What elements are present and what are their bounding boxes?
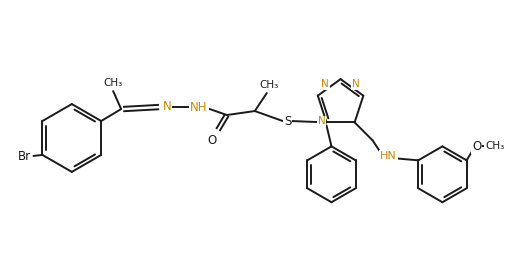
Text: O: O	[472, 140, 481, 153]
Text: HN: HN	[380, 151, 397, 161]
Text: N: N	[318, 116, 325, 126]
Text: O: O	[207, 134, 217, 147]
Text: S: S	[284, 114, 291, 127]
Text: CH₃: CH₃	[485, 141, 504, 151]
Text: N: N	[163, 100, 171, 113]
Text: NH: NH	[190, 101, 208, 114]
Text: N: N	[352, 79, 360, 89]
Text: CH₃: CH₃	[259, 80, 278, 90]
Text: N: N	[321, 79, 329, 89]
Text: Br: Br	[18, 151, 31, 163]
Text: CH₃: CH₃	[104, 78, 123, 88]
